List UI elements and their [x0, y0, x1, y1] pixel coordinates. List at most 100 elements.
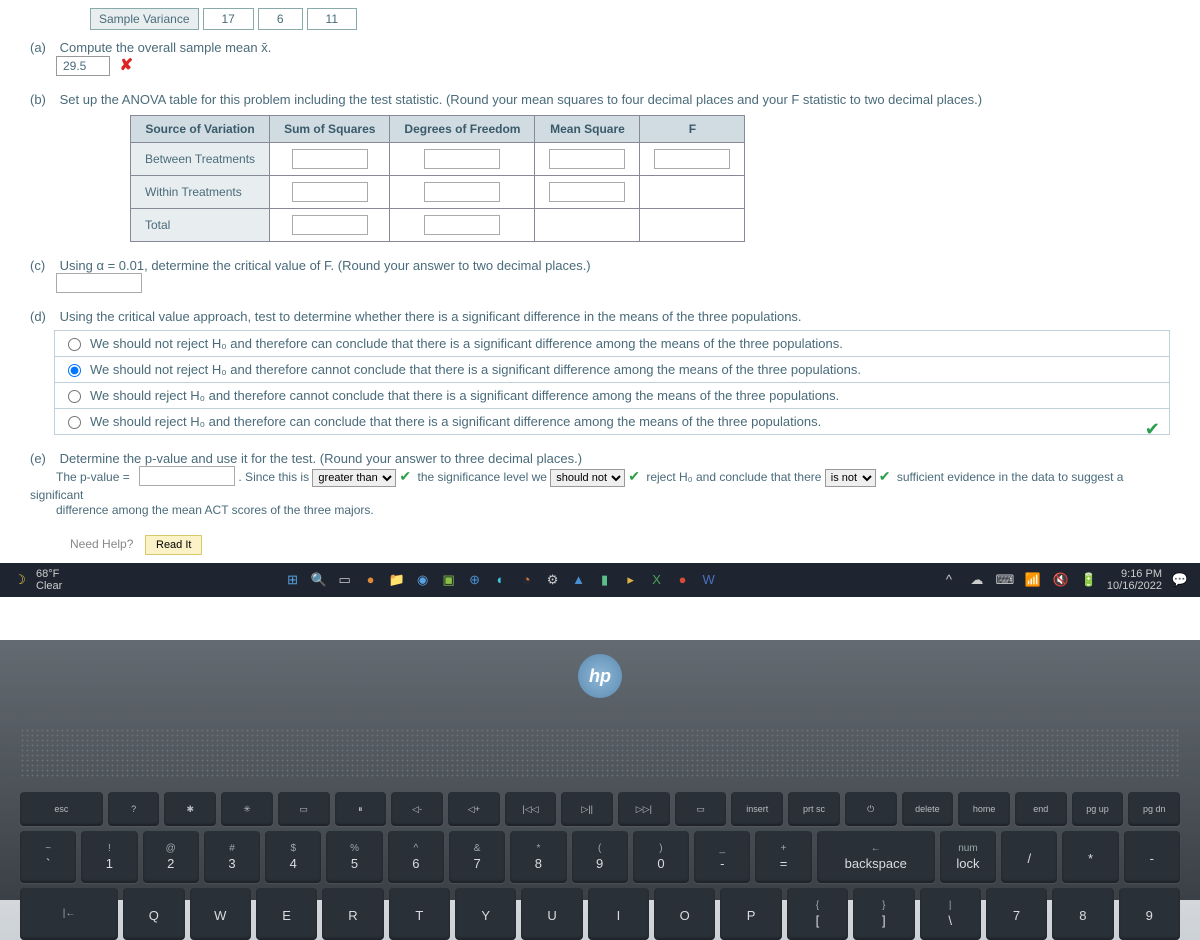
- key-q-11: {[: [787, 888, 848, 940]
- key-fn-3: ✳: [221, 792, 273, 826]
- pvalue-input[interactable]: [139, 466, 235, 486]
- th-f: F: [640, 116, 745, 143]
- cloud-icon[interactable]: ☁: [967, 570, 987, 590]
- volume-icon[interactable]: 🔇: [1051, 570, 1071, 590]
- key-num-2: @2: [143, 831, 199, 883]
- key-fn-7: ◁+: [448, 792, 500, 826]
- radio-3[interactable]: [68, 390, 81, 403]
- input-bt-f[interactable]: [654, 149, 730, 169]
- app-icon-2[interactable]: ▣: [439, 570, 459, 590]
- key-fn-12: insert: [731, 792, 783, 826]
- notif-icon[interactable]: 💬: [1170, 570, 1190, 590]
- word-icon[interactable]: W: [699, 570, 719, 590]
- part-b: (b) Set up the ANOVA table for this prob…: [30, 92, 1170, 242]
- part-e: (e) Determine the p-value and use it for…: [30, 451, 1170, 517]
- key-num-5: %5: [326, 831, 382, 883]
- search-icon[interactable]: 🔍: [309, 570, 329, 590]
- key-num-9: (9: [572, 831, 628, 883]
- top-row: Sample Variance 17 6 11: [30, 8, 1170, 30]
- taskview-icon[interactable]: ▭: [335, 570, 355, 590]
- key-q-6: Y: [455, 888, 516, 940]
- key-num-12: +=: [755, 831, 811, 883]
- key-num-10: )0: [633, 831, 689, 883]
- app-icon-6[interactable]: ▲: [569, 570, 589, 590]
- taskbar-icons: ⊞ 🔍 ▭ ● 📁 ◉ ▣ ⊕ ◐ ◔ ⚙ ▲ ▮ ▸ X ● W: [283, 570, 719, 590]
- e-t6: difference among the mean ACT scores of …: [56, 503, 374, 517]
- th-ms: Mean Square: [535, 116, 640, 143]
- part-c-text: Using α = 0.01, determine the critical v…: [60, 258, 591, 273]
- chevron-up-icon[interactable]: ^: [939, 570, 959, 590]
- input-wt-ss[interactable]: [292, 182, 368, 202]
- key-q-8: I: [588, 888, 649, 940]
- key-fn-4: ▭: [278, 792, 330, 826]
- key-num-17: -: [1124, 831, 1180, 883]
- part-b-text: Set up the ANOVA table for this problem …: [60, 92, 983, 107]
- radio-4[interactable]: [68, 416, 81, 429]
- fn-row: esc?✱✳▭⏸◁-◁+|◁◁▷||▷▷|▭insertprt sc⏻delet…: [20, 792, 1180, 826]
- key-fn-19: pg dn: [1128, 792, 1180, 826]
- edge-icon[interactable]: ◉: [413, 570, 433, 590]
- key-fn-10: ▷▷|: [618, 792, 670, 826]
- part-a-answer[interactable]: 29.5: [56, 56, 110, 76]
- part-d: (d) Using the critical value approach, t…: [30, 309, 1170, 435]
- key-num-3: #3: [204, 831, 260, 883]
- key-q-7: U: [521, 888, 582, 940]
- app-icon-8[interactable]: ▸: [621, 570, 641, 590]
- radio-2[interactable]: [68, 364, 81, 377]
- part-c-input[interactable]: [56, 273, 142, 293]
- key-q-2: W: [190, 888, 251, 940]
- key-num-8: *8: [510, 831, 566, 883]
- th-df: Degrees of Freedom: [390, 116, 535, 143]
- settings-icon[interactable]: ⚙: [543, 570, 563, 590]
- sel-isnot[interactable]: is not: [825, 469, 876, 487]
- key-fn-8: |◁◁: [505, 792, 557, 826]
- e-t4: reject H₀ and conclude that there: [646, 470, 824, 484]
- explorer-icon[interactable]: 📁: [387, 570, 407, 590]
- tb-temp: 68°F: [36, 568, 62, 580]
- variance-3: 11: [307, 8, 357, 30]
- hp-logo: hp: [578, 654, 622, 698]
- battery-icon[interactable]: 🔋: [1079, 570, 1099, 590]
- check-icon: ✔: [1145, 419, 1160, 440]
- key-num-15: /: [1001, 831, 1057, 883]
- key-fn-15: delete: [902, 792, 954, 826]
- app-icon-4[interactable]: ◐: [491, 570, 511, 590]
- app-icon-1[interactable]: ●: [361, 570, 381, 590]
- app-icon-3[interactable]: ⊕: [465, 570, 485, 590]
- part-a: (a) Compute the overall sample mean x̄. …: [30, 40, 1170, 76]
- lang-icon[interactable]: ⌨: [995, 570, 1015, 590]
- app-icon-9[interactable]: ●: [673, 570, 693, 590]
- part-c: (c) Using α = 0.01, determine the critic…: [30, 258, 1170, 293]
- row-total: Total: [131, 209, 270, 242]
- key-fn-9: ▷||: [561, 792, 613, 826]
- input-tot-ss[interactable]: [292, 215, 368, 235]
- sel-should[interactable]: should not: [550, 469, 625, 487]
- input-wt-ms[interactable]: [549, 182, 625, 202]
- key-q-10: P: [720, 888, 781, 940]
- key-num-11: _-: [694, 831, 750, 883]
- th-ss: Sum of Squares: [270, 116, 390, 143]
- start-icon[interactable]: ⊞: [283, 570, 303, 590]
- row-within: Within Treatments: [131, 176, 270, 209]
- input-bt-ss[interactable]: [292, 149, 368, 169]
- key-fn-11: ▭: [675, 792, 727, 826]
- tb-time: 9:16 PM: [1107, 568, 1162, 580]
- input-bt-df[interactable]: [424, 149, 500, 169]
- part-e-label: (e): [30, 451, 56, 466]
- radio-1[interactable]: [68, 338, 81, 351]
- wifi-icon[interactable]: 📶: [1023, 570, 1043, 590]
- input-bt-ms[interactable]: [549, 149, 625, 169]
- help-section: Need Help? Read It: [70, 535, 1170, 555]
- app-icon-5[interactable]: ◔: [517, 570, 537, 590]
- sel-compare[interactable]: greater than: [312, 469, 396, 487]
- key-num-4: $4: [265, 831, 321, 883]
- radio-group: We should not reject H₀ and therefore ca…: [54, 330, 1170, 435]
- weather-icon[interactable]: ☽: [10, 570, 30, 590]
- excel-icon[interactable]: X: [647, 570, 667, 590]
- tb-cond: Clear: [36, 580, 62, 592]
- app-icon-7[interactable]: ▮: [595, 570, 615, 590]
- input-tot-df[interactable]: [424, 215, 500, 235]
- read-it-button[interactable]: Read It: [145, 535, 202, 555]
- input-wt-df[interactable]: [424, 182, 500, 202]
- chk-3: ✔: [879, 468, 891, 484]
